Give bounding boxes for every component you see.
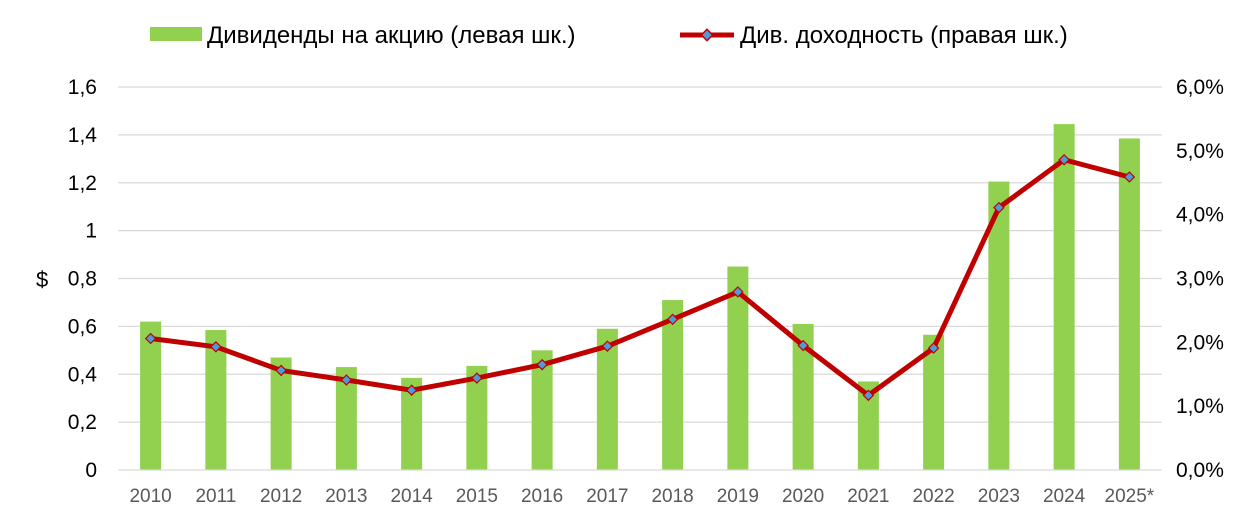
yield-point-2013	[340, 374, 353, 386]
x-axis-tick-label: 2019	[717, 486, 759, 507]
left-axis-tick-label: 1,6	[68, 76, 97, 99]
x-axis-tick-label: 2022	[912, 486, 954, 507]
right-axis-tick-label: 0,0%	[1176, 459, 1224, 482]
x-axis-tick-label: 2020	[782, 486, 824, 507]
right-axis-tick-label: 4,0%	[1176, 204, 1224, 227]
left-axis-tick-label: 0,4	[68, 363, 98, 386]
yield-point-2020	[797, 339, 809, 352]
x-axis-tick-label: 2012	[260, 486, 302, 507]
right-axis-tick-label: 6,0%	[1176, 76, 1224, 99]
yield-line	[148, 157, 1132, 398]
yield-point-2017	[601, 340, 614, 352]
yield-point-2018	[666, 313, 679, 326]
x-axis-tick-label: 2018	[651, 486, 693, 507]
bar-2013	[335, 367, 357, 470]
bar-2014	[401, 377, 423, 470]
left-axis-tick-label: 1,4	[68, 124, 98, 147]
legend-line-label: Див. доходность (правая шк.)	[740, 22, 1068, 49]
bar-2019	[727, 266, 749, 470]
yield-point-2019	[732, 286, 744, 298]
bar-2020	[792, 323, 814, 470]
x-axis-tick-label: 2014	[390, 486, 433, 507]
x-axis-tick-label: 2023	[978, 486, 1020, 507]
yield-point-2014	[405, 384, 418, 397]
bar-2011	[205, 329, 227, 470]
left-axis-tick-label: 1	[85, 220, 97, 243]
bar-2025*	[1118, 138, 1140, 470]
bar-2012	[270, 357, 292, 470]
x-axis-tick-label: 2016	[521, 486, 563, 507]
legend-line-marker	[700, 28, 714, 42]
x-axis-tick-label: 2017	[586, 486, 628, 507]
right-axis-tick-label: 5,0%	[1176, 140, 1224, 163]
legend: Дивиденды на акцию (левая шк.) Див. дохо…	[150, 22, 1068, 49]
line-series	[144, 153, 1136, 402]
bar-2017	[596, 328, 618, 470]
yield-point-2025*	[1123, 171, 1136, 183]
right-axis-tick-label: 3,0%	[1176, 268, 1224, 291]
yield-point-2016	[536, 358, 548, 371]
left-axis-tick-label: 0,8	[68, 268, 97, 291]
bar-2018	[662, 300, 684, 470]
left-axis-tick-label: 0	[85, 459, 97, 482]
left-axis-tick-label: 1,2	[68, 172, 97, 195]
x-axis-tick-label: 2024	[1043, 486, 1086, 507]
x-axis-tick-label: 2015	[456, 486, 498, 507]
left-axis-tick-label: 0,6	[68, 315, 97, 338]
yield-point-2023	[993, 201, 1005, 214]
yield-point-2010	[144, 332, 157, 345]
bar-2024	[1053, 124, 1075, 471]
bar-2021	[857, 381, 879, 470]
bar-2010	[140, 321, 162, 470]
left-axis-tick-label: 0,2	[68, 411, 97, 434]
bar-2015	[466, 365, 488, 470]
yield-point-2015	[471, 372, 483, 384]
yield-point-2012	[275, 364, 287, 377]
x-axis-tick-label: 2013	[325, 486, 367, 507]
x-axis-tick-label: 2011	[195, 486, 236, 507]
yield-point-2024	[1058, 153, 1070, 166]
axes: 0 0,2 0,4 0,6 0,8 1 1,2 1,4 1,6 0,0% 1,0% 2,0% 3,0% 4…	[68, 76, 1224, 507]
x-axis-tick-label: 2025*	[1105, 486, 1155, 507]
legend-bar-swatch	[150, 27, 202, 41]
yield-point-2021	[862, 389, 875, 402]
bar-2023	[988, 181, 1010, 470]
bar-2022	[923, 334, 945, 470]
yield-point-2011	[210, 341, 222, 353]
yield-point-2022	[927, 342, 940, 354]
bar-2016	[531, 350, 553, 470]
x-axis-tick-label: 2010	[129, 486, 171, 507]
right-axis-tick-label: 1,0%	[1176, 395, 1224, 418]
left-axis-unit-label: $	[36, 267, 48, 292]
right-axis-tick-label: 2,0%	[1176, 331, 1224, 354]
bar-series	[140, 124, 1140, 471]
x-axis-tick-label: 2021	[847, 486, 889, 507]
legend-bar-label: Дивиденды на акцию (левая шк.)	[207, 22, 576, 49]
